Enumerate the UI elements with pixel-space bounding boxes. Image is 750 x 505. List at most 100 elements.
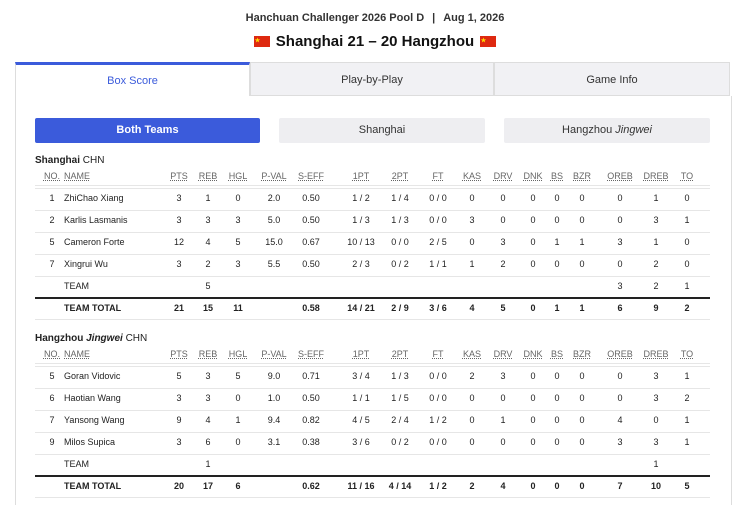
filter-button[interactable]: Shanghai — [279, 118, 485, 143]
stat-cell: 5 — [235, 371, 241, 381]
column-header: HGL — [228, 349, 248, 359]
stat-cell: 4 / 5 — [352, 415, 370, 425]
player-name: Yansong Wang — [64, 415, 125, 425]
stat-cell: 2 / 9 — [391, 303, 409, 313]
stat-cell: 1 — [684, 415, 690, 425]
stat-cell: 0 — [579, 415, 585, 425]
stat-cell: 14 / 21 — [347, 303, 375, 313]
stat-cell: 6 — [235, 481, 241, 491]
stat-cell: 3 — [205, 215, 211, 225]
row-divider — [35, 276, 710, 277]
stat-cell: 3 — [205, 371, 211, 381]
column-header: REB — [198, 349, 218, 359]
column-header: PTS — [170, 349, 188, 359]
stat-cell: 5 — [176, 371, 182, 381]
row-divider — [35, 232, 710, 233]
stat-cell: 0 — [554, 415, 560, 425]
row-divider — [35, 410, 710, 411]
stat-cell: 1 — [579, 237, 585, 247]
stat-cell: 0.50 — [302, 393, 320, 403]
stat-cell: 3 — [176, 193, 182, 203]
filter-button[interactable]: Both Teams — [35, 118, 260, 143]
stat-cell: 5 — [49, 237, 55, 247]
stat-cell: 0 — [617, 393, 623, 403]
stat-cell: 0 — [617, 215, 623, 225]
stat-cell: 9.4 — [267, 415, 281, 425]
column-header: S-EFF — [298, 171, 324, 181]
filter-button[interactable]: Hangzhou Jingwei — [504, 118, 710, 143]
score: Shanghai 21 – 20 Hangzhou — [275, 33, 475, 50]
stat-cell: 0.71 — [302, 371, 320, 381]
stat-cell: 0 — [530, 481, 536, 491]
stat-cell: 0.38 — [302, 437, 320, 447]
column-header: DRV — [493, 349, 513, 359]
stat-cell: 0 — [579, 259, 585, 269]
row-divider — [35, 188, 710, 189]
stat-cell: 5 — [684, 481, 690, 491]
column-header: OREB — [607, 349, 633, 359]
stat-cell: 3 — [653, 371, 659, 381]
column-header: BZR — [573, 171, 591, 181]
column-header: DNK — [523, 349, 543, 359]
stat-cell: 0 — [653, 415, 659, 425]
stat-cell: 7 — [617, 481, 623, 491]
column-header: NO. — [43, 349, 60, 359]
stat-cell: 1 — [205, 193, 211, 203]
stat-cell: 1.0 — [267, 393, 281, 403]
stat-cell: 0.50 — [302, 193, 320, 203]
stat-cell: 0 — [469, 193, 475, 203]
column-header: TO — [680, 171, 694, 181]
stat-cell: 9 — [49, 437, 55, 447]
column-header: 1PT — [352, 349, 370, 359]
stat-cell: 3 — [617, 281, 623, 291]
stat-cell: 5 — [49, 371, 55, 381]
column-header: FT — [432, 171, 444, 181]
stat-cell: 1 / 3 — [352, 215, 370, 225]
stat-cell: 3 — [500, 237, 506, 247]
tab[interactable]: Play-by-Play — [250, 62, 494, 96]
column-header: PTS — [170, 171, 188, 181]
stat-cell: 9 — [176, 415, 182, 425]
column-header: OREB — [607, 171, 633, 181]
stat-cell: 9.0 — [267, 371, 281, 381]
stat-cell: 20 — [173, 481, 184, 491]
stat-cell: 0 — [684, 259, 690, 269]
stat-cell: 2 — [653, 281, 659, 291]
stat-cell: 2 — [469, 481, 475, 491]
stat-cell: 0 — [530, 259, 536, 269]
stat-cell: 6 — [49, 393, 55, 403]
stat-cell: 2 — [469, 371, 475, 381]
flag-china — [480, 36, 497, 47]
stat-cell: 1 — [579, 303, 585, 313]
column-header: NAME — [64, 171, 91, 181]
column-header: DNK — [523, 171, 543, 181]
stat-cell: 0 — [235, 393, 241, 403]
stat-cell: 2 — [684, 303, 690, 313]
stat-cell: 5 — [235, 237, 241, 247]
stat-cell: 0 — [554, 437, 560, 447]
filter-nickname: Jingwei — [615, 124, 652, 136]
separator: | — [432, 12, 436, 24]
tab[interactable]: Box Score — [15, 62, 250, 96]
column-header: BS — [550, 171, 563, 181]
tab[interactable]: Game Info — [494, 62, 730, 96]
stat-cell: 4 — [617, 415, 623, 425]
stat-cell: 3 — [617, 437, 623, 447]
stat-cell: 12 — [173, 237, 184, 247]
stat-cell: 1 / 2 — [352, 193, 370, 203]
column-header: DREB — [643, 171, 669, 181]
stat-cell: 0 — [617, 259, 623, 269]
stat-cell: 0.62 — [302, 481, 320, 491]
column-header: KAS — [462, 171, 481, 181]
stat-cell: 1 — [684, 215, 690, 225]
stat-cell: 5 — [500, 303, 506, 313]
stat-cell: 3 — [205, 393, 211, 403]
row-divider — [35, 319, 710, 320]
stat-cell: 0 — [530, 237, 536, 247]
stat-cell: 0 / 0 — [429, 193, 447, 203]
stat-cell: 1 / 2 — [429, 415, 447, 425]
column-header: DRV — [493, 171, 513, 181]
total-divider — [35, 297, 710, 299]
stat-cell: 11 — [233, 303, 243, 313]
